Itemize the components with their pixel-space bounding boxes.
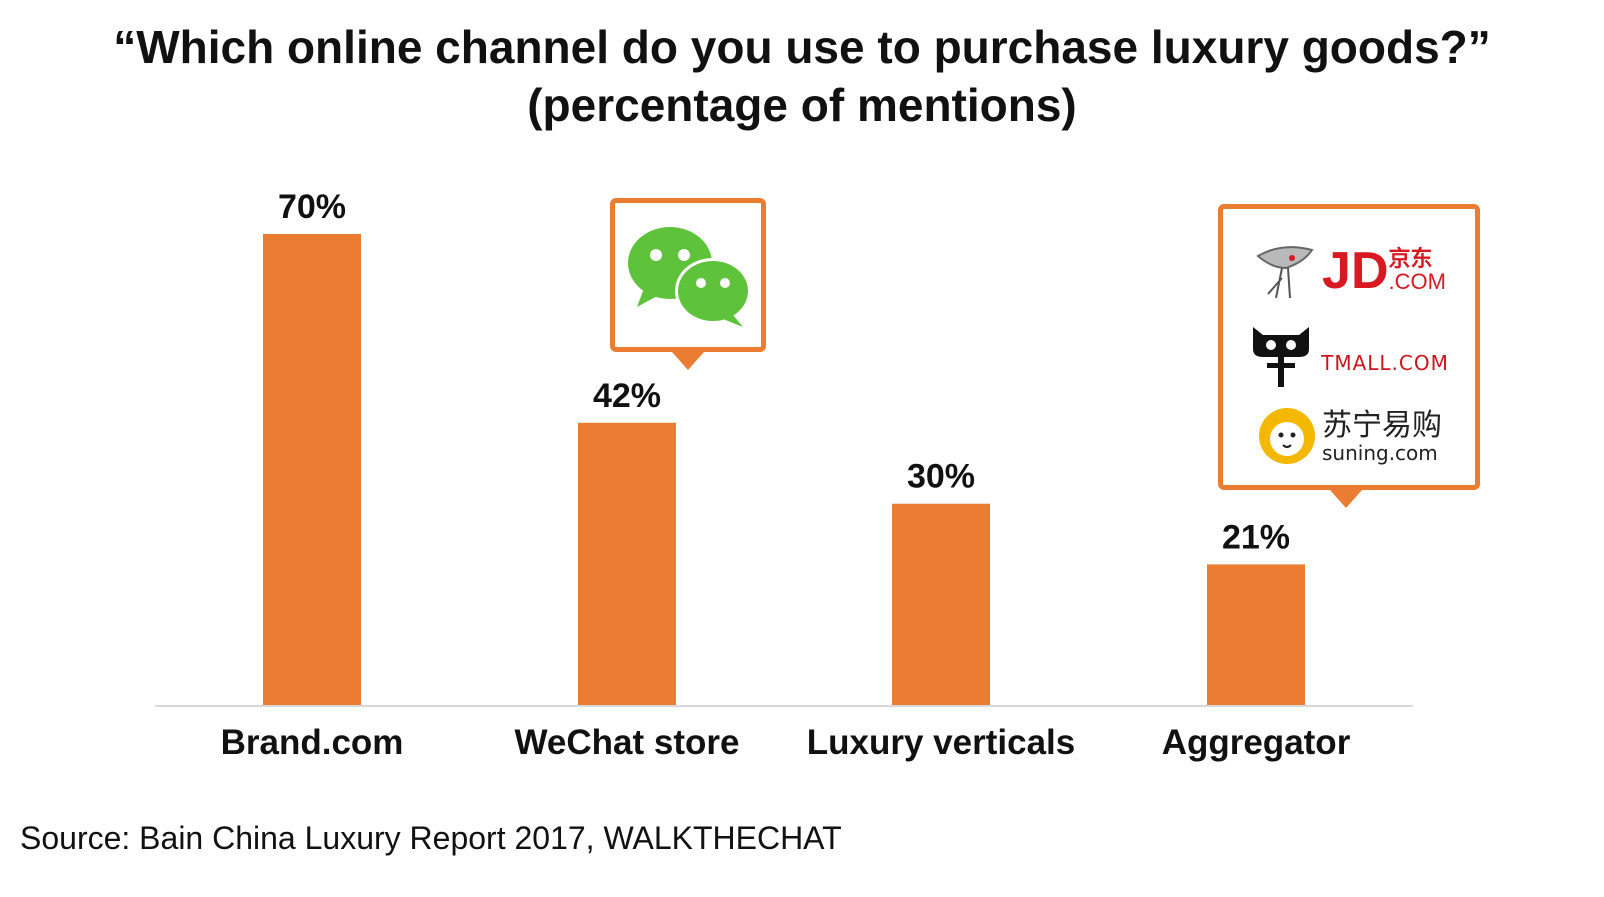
data-label-0: 70%	[278, 188, 346, 226]
chart-title: “Which online channel do you use to purc…	[0, 18, 1604, 134]
suning-lion-icon	[1259, 408, 1315, 464]
suning-latin-text: suning.com	[1322, 440, 1438, 465]
jd-latin-text: JD	[1322, 242, 1389, 300]
aggregator-callout: JD 京东 .COM TMALL.COM 苏宁易购 suning.com	[1218, 204, 1480, 490]
tmall-cat-icon	[1253, 327, 1310, 387]
data-label-1: 42%	[593, 377, 661, 415]
chart-title-line-1: “Which online channel do you use to purc…	[113, 21, 1491, 73]
aggregator-callout-arrow	[1330, 490, 1362, 508]
wechat-logo	[628, 227, 751, 327]
wechat-callout-arrow	[672, 352, 704, 370]
jd-dog-icon	[1256, 246, 1314, 299]
bar-3	[1207, 564, 1305, 706]
bar-2	[892, 503, 990, 706]
wechat-callout	[610, 198, 766, 352]
jd-logo: JD 京东 .COM	[1223, 233, 1475, 309]
data-label-2: 30%	[907, 458, 975, 496]
category-label-2: Luxury verticals	[807, 723, 1075, 762]
chart-title-line-2: (percentage of mentions)	[527, 79, 1077, 131]
suning-logo: 苏宁易购 suning.com	[1223, 403, 1475, 469]
jd-cjk-text: 京东	[1388, 247, 1433, 272]
bar-0	[263, 234, 361, 706]
tmall-text: TMALL.COM	[1321, 351, 1449, 375]
suning-cjk-text: 苏宁易购	[1322, 407, 1442, 443]
category-label-0: Brand.com	[221, 723, 404, 762]
category-label-1: WeChat store	[515, 723, 740, 762]
tmall-logo: TMALL.COM	[1223, 321, 1475, 391]
bar-1	[578, 422, 676, 706]
source-note: Source: Bain China Luxury Report 2017, W…	[20, 820, 842, 856]
data-label-3: 21%	[1222, 518, 1290, 556]
jd-suffix-text: .COM	[1388, 269, 1446, 294]
category-label-3: Aggregator	[1162, 723, 1351, 762]
